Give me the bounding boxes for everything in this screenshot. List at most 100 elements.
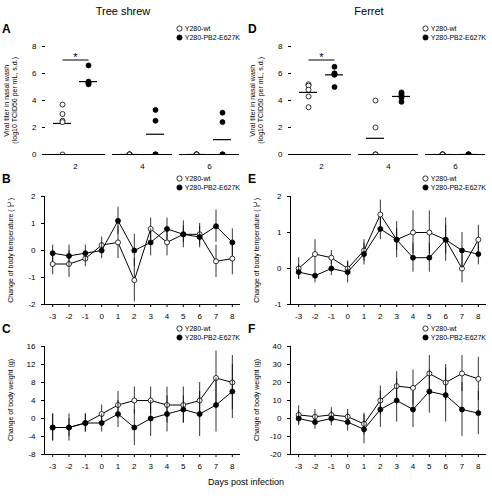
html-text:D: D (248, 22, 257, 36)
svg-text:2: 2 (73, 162, 78, 171)
svg-text:6: 6 (207, 162, 212, 171)
svg-text:-1: -1 (328, 312, 336, 321)
svg-text:2: 2 (132, 462, 137, 471)
svg-text:2: 2 (277, 192, 282, 201)
svg-text:3: 3 (148, 462, 153, 471)
html-text:C: C (2, 322, 11, 336)
svg-text:-3: -3 (49, 312, 57, 321)
svg-text:-1: -1 (82, 312, 90, 321)
svg-text:4: 4 (140, 162, 145, 171)
svg-text:-3: -3 (295, 312, 303, 321)
html-text:A: A (2, 22, 11, 36)
svg-text:-8: -8 (28, 450, 36, 459)
svg-text:6: 6 (443, 462, 448, 471)
svg-text:8: 8 (476, 462, 481, 471)
svg-text:5: 5 (181, 312, 186, 321)
svg-text:7: 7 (214, 312, 219, 321)
svg-text:3: 3 (148, 312, 153, 321)
svg-text:6: 6 (453, 162, 458, 171)
svg-text:-3: -3 (49, 462, 57, 471)
svg-text:7: 7 (460, 462, 465, 471)
svg-text:4: 4 (386, 162, 391, 171)
html-text:Tree shrew: Tree shrew (95, 5, 151, 17)
svg-text:*: * (319, 51, 324, 63)
svg-text:1: 1 (362, 462, 367, 471)
svg-text:6: 6 (197, 462, 202, 471)
svg-text:7: 7 (460, 312, 465, 321)
svg-text:6: 6 (278, 69, 283, 78)
svg-text:4: 4 (165, 312, 170, 321)
svg-text:-3: -3 (295, 462, 303, 471)
svg-text:6: 6 (32, 69, 37, 78)
svg-text:7: 7 (214, 462, 219, 471)
html-text:Viral titer in nasal wash (log: Viral titer in nasal wash (log10 TCID50 … (3, 56, 18, 144)
svg-text:4: 4 (31, 396, 36, 405)
html-text:Viral titer in nasal wash (log: Viral titer in nasal wash (log10 TCID50 … (249, 56, 264, 144)
svg-text:8: 8 (230, 462, 235, 471)
svg-text:-10: -10 (270, 432, 282, 441)
svg-text:6: 6 (443, 312, 448, 321)
svg-text:8: 8 (476, 312, 481, 321)
svg-text:0: 0 (277, 414, 282, 423)
svg-text:4: 4 (411, 312, 416, 321)
html-text:B: B (2, 172, 11, 186)
svg-text:0: 0 (99, 312, 104, 321)
html-text:F: F (248, 322, 256, 336)
svg-text:-2: -2 (28, 300, 36, 309)
svg-text:5: 5 (427, 462, 432, 471)
svg-text:-2: -2 (65, 312, 73, 321)
svg-text:12: 12 (27, 360, 36, 369)
svg-text:1: 1 (362, 312, 367, 321)
svg-text:0: 0 (32, 150, 37, 159)
svg-text:10: 10 (273, 396, 282, 405)
svg-text:-2: -2 (311, 462, 319, 471)
svg-text:1: 1 (31, 219, 36, 228)
svg-text:-2: -2 (311, 312, 319, 321)
svg-text:3: 3 (394, 312, 399, 321)
svg-text:-1: -1 (274, 300, 282, 309)
svg-text:0: 0 (99, 462, 104, 471)
svg-text:-4: -4 (28, 432, 36, 441)
svg-text:20: 20 (273, 378, 282, 387)
svg-text:0: 0 (345, 462, 350, 471)
svg-text:0: 0 (31, 246, 36, 255)
svg-text:8: 8 (31, 378, 36, 387)
svg-text:2: 2 (378, 312, 383, 321)
svg-text:2: 2 (319, 162, 324, 171)
svg-text:1: 1 (116, 462, 121, 471)
html-text:Ferret: Ferret (354, 5, 384, 17)
svg-text:8: 8 (230, 312, 235, 321)
svg-text:2: 2 (31, 192, 36, 201)
svg-text:0: 0 (277, 264, 282, 273)
svg-text:6: 6 (197, 312, 202, 321)
html-text:Days post infection: Days post infection (208, 477, 284, 487)
svg-text:-1: -1 (28, 273, 36, 282)
svg-text:2: 2 (132, 312, 137, 321)
svg-text:4: 4 (32, 96, 37, 105)
svg-text:40: 40 (273, 342, 282, 351)
svg-text:2: 2 (278, 123, 283, 132)
svg-text:-1: -1 (328, 462, 336, 471)
svg-text:0: 0 (345, 312, 350, 321)
svg-text:30: 30 (273, 360, 282, 369)
svg-text:1: 1 (116, 312, 121, 321)
svg-text:5: 5 (427, 312, 432, 321)
svg-text:0: 0 (278, 150, 283, 159)
svg-text:4: 4 (411, 462, 416, 471)
svg-text:4: 4 (165, 462, 170, 471)
svg-text:8: 8 (278, 42, 283, 51)
svg-text:8: 8 (32, 42, 37, 51)
svg-text:-1: -1 (82, 462, 90, 471)
svg-text:4: 4 (278, 96, 283, 105)
svg-text:2: 2 (32, 123, 37, 132)
svg-text:16: 16 (27, 342, 36, 351)
svg-text:5: 5 (181, 462, 186, 471)
svg-text:*: * (73, 51, 78, 63)
svg-text:0: 0 (31, 414, 36, 423)
svg-text:2: 2 (378, 462, 383, 471)
svg-text:1: 1 (277, 228, 282, 237)
svg-text:-2: -2 (65, 462, 73, 471)
html-text:E: E (248, 172, 256, 186)
svg-text:3: 3 (394, 462, 399, 471)
svg-text:-20: -20 (270, 450, 282, 459)
